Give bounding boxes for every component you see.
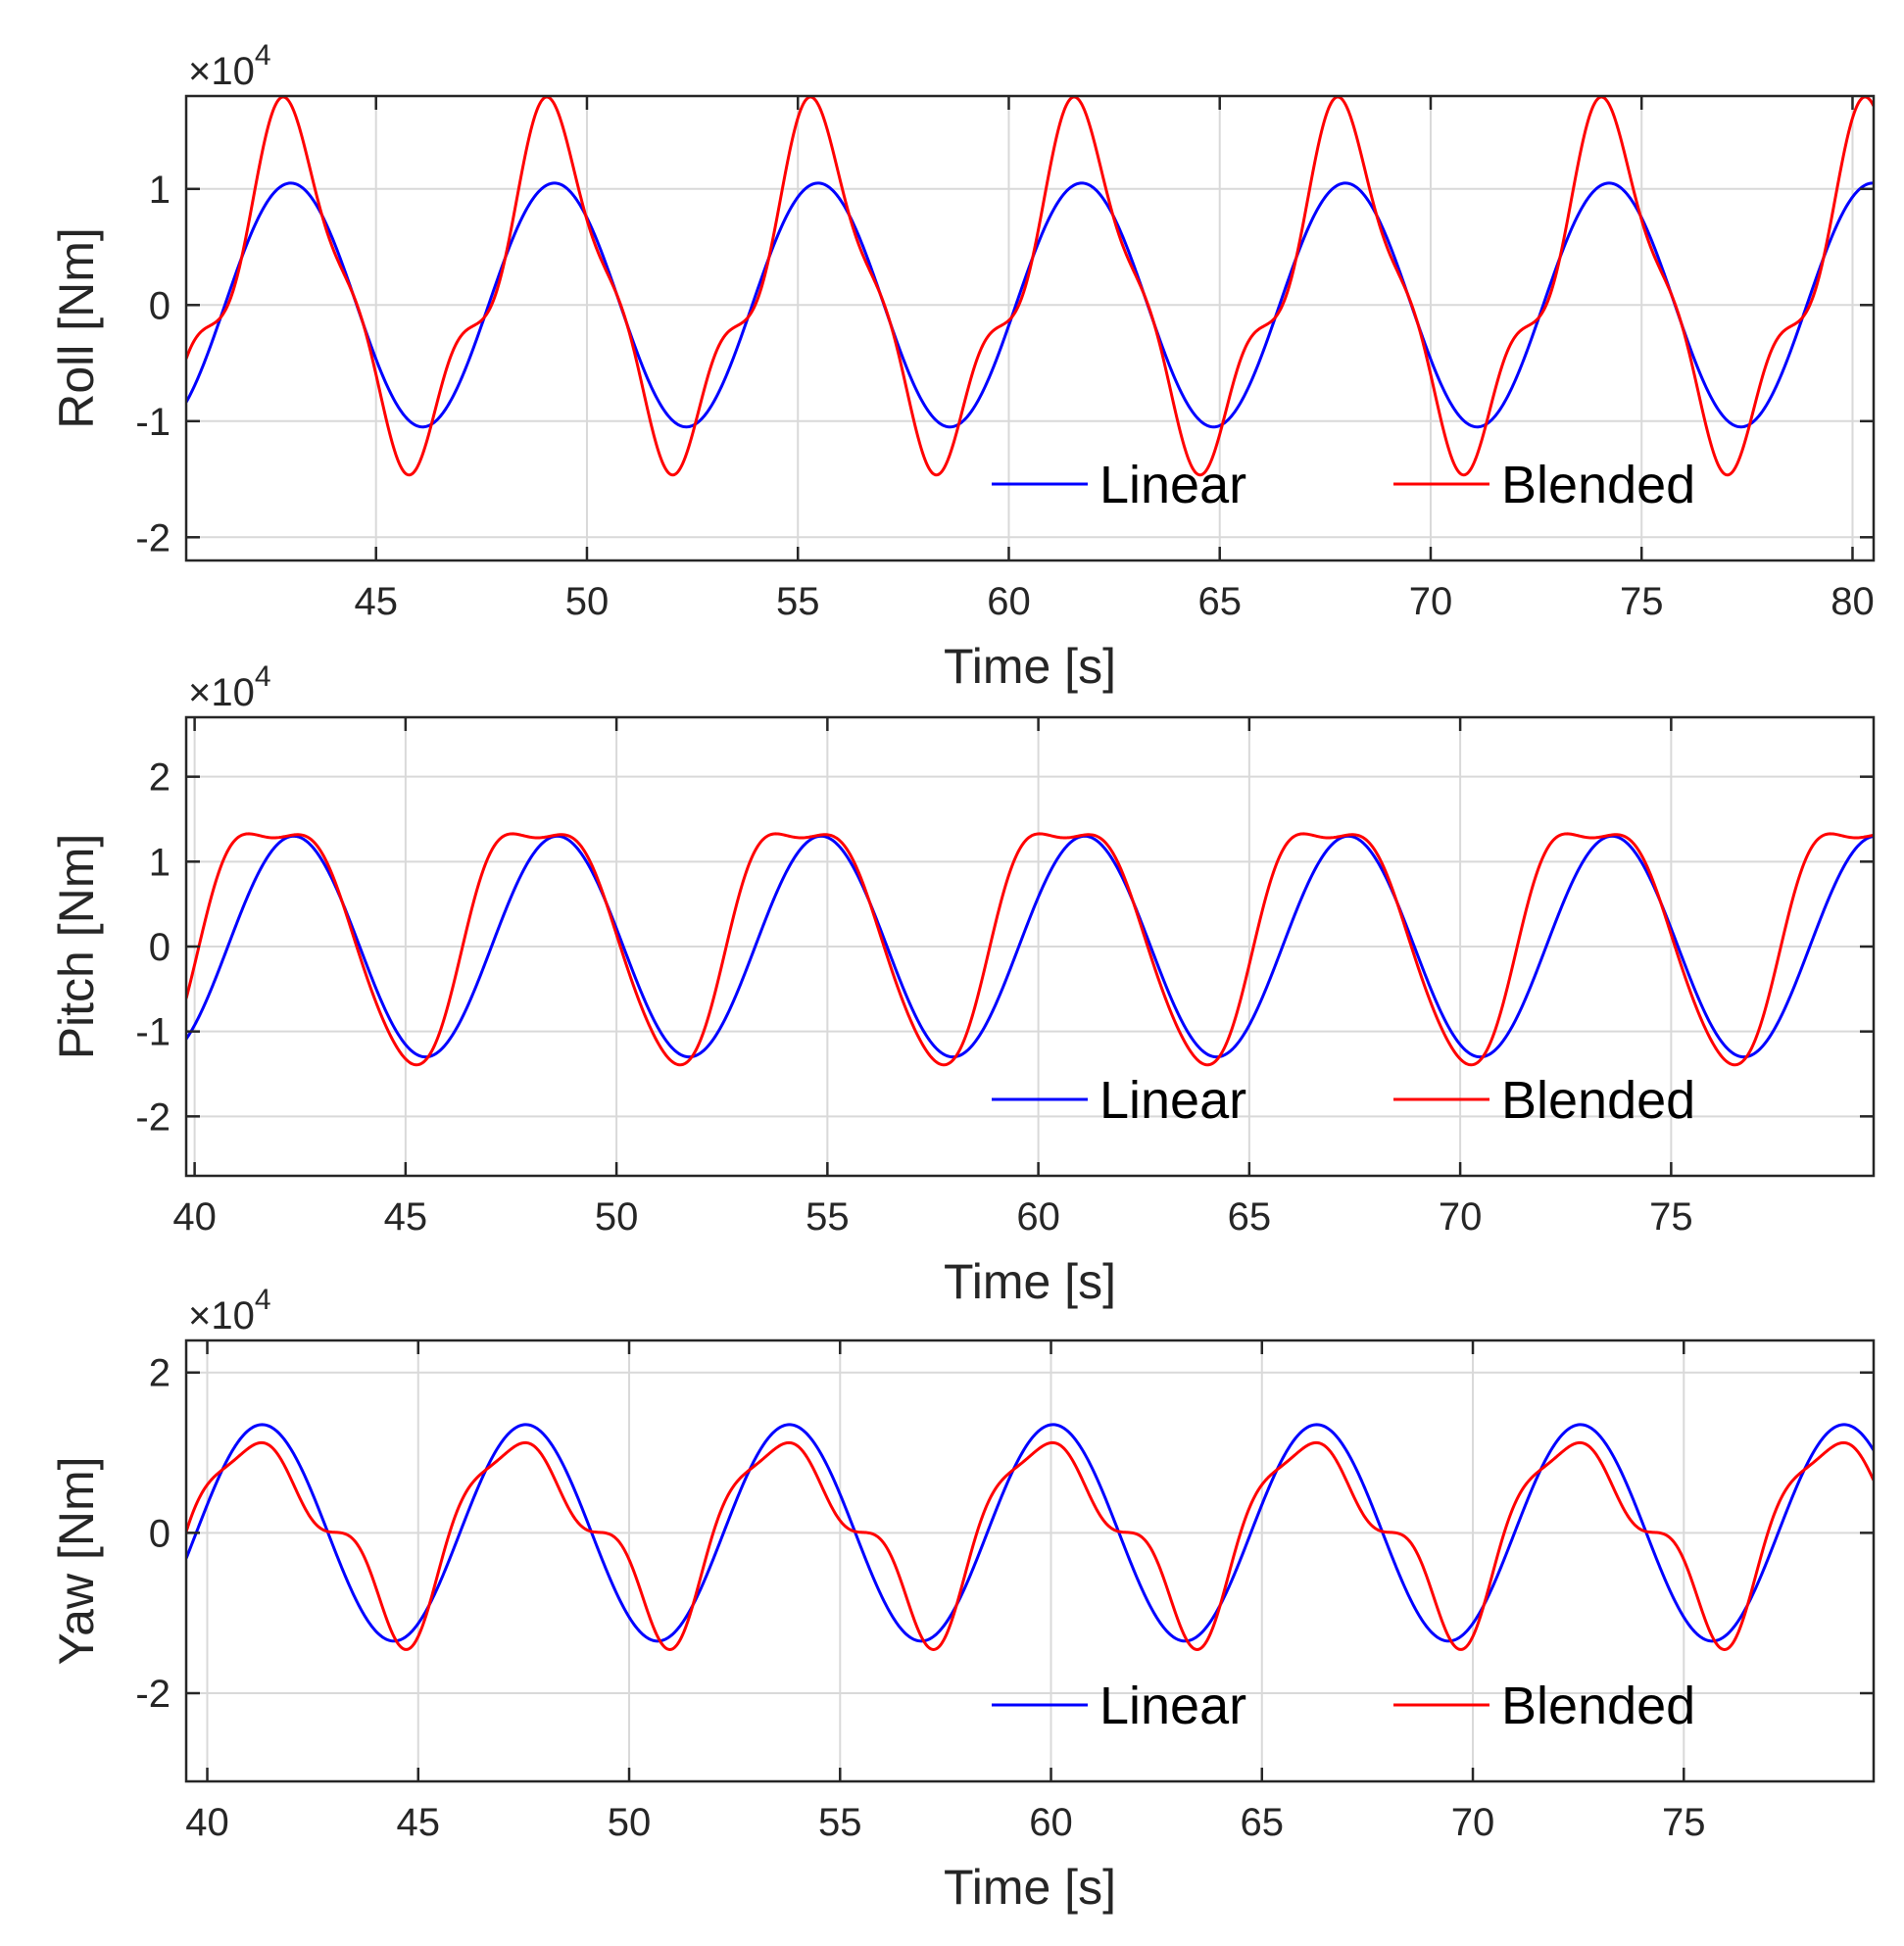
exponent-base: ×10 (188, 50, 255, 93)
y-tick-label: -1 (135, 401, 171, 444)
exponent-label: ×104 (188, 660, 271, 714)
legend: Linear Blended (992, 1071, 1695, 1130)
y-tick-label: -1 (135, 1011, 171, 1054)
y-tick-label: -2 (135, 516, 171, 559)
x-tick-label: 40 (185, 1801, 229, 1844)
y-tick-label: -2 (135, 1095, 171, 1139)
legend-label-linear: Linear (1099, 1071, 1246, 1130)
exponent-power: 4 (255, 39, 271, 72)
axes-box (184, 94, 1876, 562)
x-tick-label: 50 (565, 580, 610, 623)
legend: Linear Blended (992, 456, 1695, 514)
x-tick-label: 75 (1662, 1801, 1706, 1844)
axes-box (184, 1338, 1876, 1783)
x-tick-label: 50 (595, 1195, 639, 1239)
legend-label-linear: Linear (1099, 1677, 1246, 1735)
y-tick-label: 1 (149, 841, 171, 884)
series-line-linear (186, 834, 1874, 1059)
x-tick-label: 45 (384, 1195, 428, 1239)
chart-panel-pitch: 40 45 50 55 60 65 70 75 -2 -1 0 1 2 ×104 Time [s] Pitch… (49, 660, 1876, 1309)
x-tick-label: 60 (1029, 1801, 1073, 1844)
x-tick-label: 40 (172, 1195, 217, 1239)
x-tick-label: 60 (987, 580, 1031, 623)
x-tick-label: 55 (818, 1801, 862, 1844)
x-axis-label: Time [s] (944, 1254, 1116, 1309)
exponent-label: ×104 (188, 1284, 271, 1338)
x-tick-label: 45 (397, 1801, 441, 1844)
x-tick-label: 50 (608, 1801, 652, 1844)
series-line-blended (186, 1440, 1874, 1651)
x-tick-label: 55 (806, 1195, 850, 1239)
x-tick-label: 65 (1241, 1801, 1285, 1844)
y-tick-label: 0 (149, 284, 171, 327)
legend-label-blended: Blended (1501, 456, 1695, 514)
x-tick-label: 55 (776, 580, 820, 623)
chart-panel-yaw: 40 45 50 55 60 65 70 75 -2 0 2 ×104 Time [s] Yaw [Nm]… (49, 1284, 1876, 1915)
y-tick-label: 0 (149, 926, 171, 969)
x-axis-label: Time [s] (944, 1860, 1116, 1915)
x-tick-label: 75 (1649, 1195, 1693, 1239)
legend-label-linear: Linear (1099, 456, 1246, 514)
x-tick-label: 70 (1409, 580, 1453, 623)
plot-area (186, 1340, 1874, 1781)
x-tick-label: 45 (354, 580, 398, 623)
legend-label-blended: Blended (1501, 1677, 1695, 1735)
exponent-label: ×104 (188, 39, 271, 93)
x-tick-label: 70 (1451, 1801, 1495, 1844)
series-line-blended (186, 96, 1874, 477)
y-axis-label: Pitch [Nm] (49, 834, 104, 1060)
x-tick-label: 65 (1197, 580, 1242, 623)
y-axis-label: Yaw [Nm] (49, 1457, 104, 1666)
x-tick-label: 75 (1620, 580, 1664, 623)
exponent-base: ×10 (188, 1294, 255, 1338)
legend: Linear Blended (992, 1677, 1695, 1735)
exponent-base: ×10 (188, 671, 255, 714)
exponent-power: 4 (255, 1284, 271, 1316)
legend-label-blended: Blended (1501, 1071, 1695, 1130)
x-axis-label: Time [s] (944, 639, 1116, 694)
series-line-linear (186, 1423, 1874, 1643)
y-tick-label: 1 (149, 169, 171, 212)
x-tick-label: 65 (1228, 1195, 1272, 1239)
y-tick-label: 0 (149, 1512, 171, 1555)
x-tick-label: 70 (1439, 1195, 1483, 1239)
x-tick-label: 80 (1831, 580, 1875, 623)
series-line-blended (186, 832, 1874, 1067)
x-tick-label: 60 (1016, 1195, 1060, 1239)
y-tick-label: 2 (149, 1352, 171, 1395)
exponent-power: 4 (255, 660, 271, 693)
y-tick-label: -2 (135, 1673, 171, 1716)
y-tick-label: 2 (149, 756, 171, 800)
y-axis-label: Roll [Nm] (49, 227, 104, 429)
